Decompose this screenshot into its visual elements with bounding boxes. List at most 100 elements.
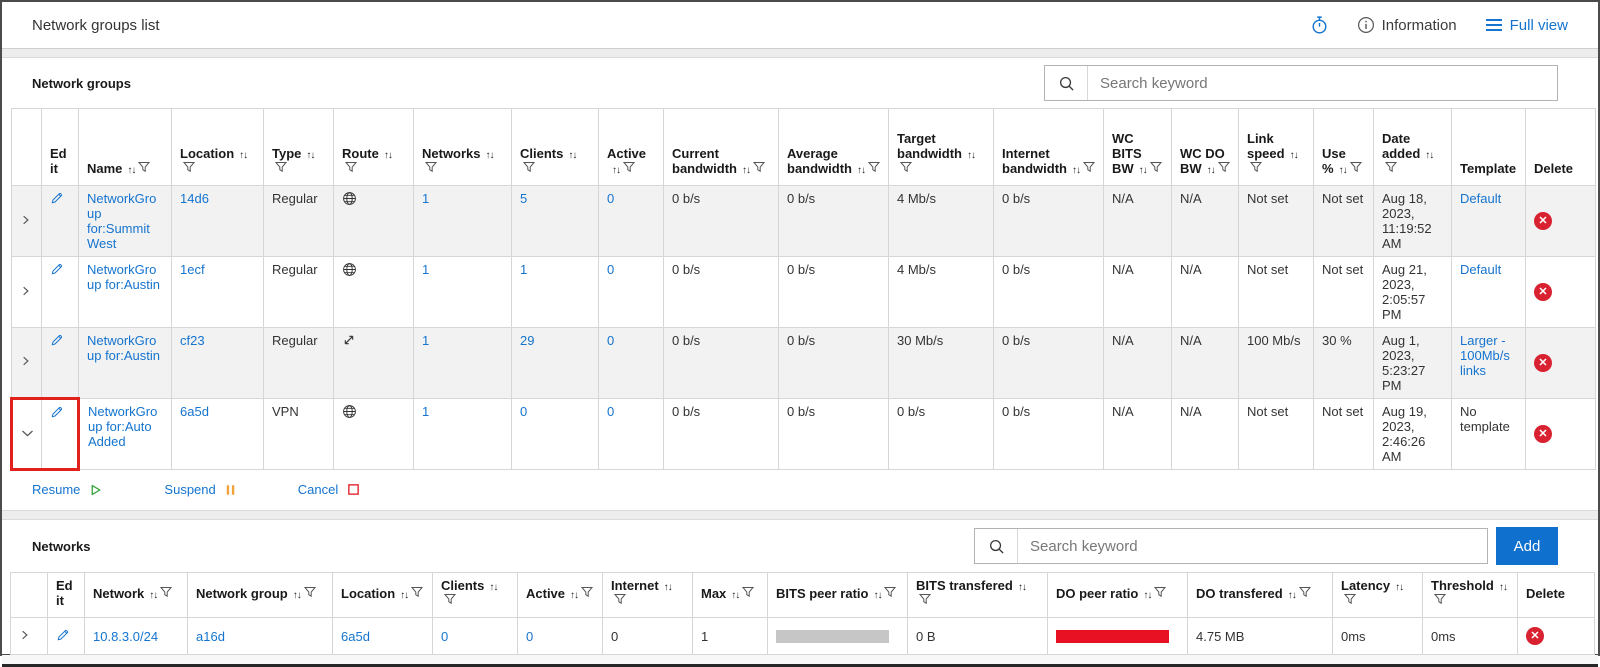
filter-icon[interactable] [1154,586,1167,601]
chevron-right-icon[interactable] [20,214,31,226]
cell-link[interactable]: 5 [520,191,528,206]
sort-icon[interactable]: ↑↓ [570,589,579,601]
filter-icon[interactable] [752,161,766,176]
cell-link[interactable]: 6a5d [180,404,209,419]
column-header-location[interactable]: Location ↑↓ [171,108,264,186]
column-header-active[interactable]: Active ↑↓ [517,572,603,618]
cell-link[interactable]: NetworkGroup for:Auto Added [88,404,158,449]
filter-icon[interactable] [411,586,424,601]
column-header-do-transfered[interactable]: DO transfered ↑↓ [1187,572,1333,618]
column-header-latency[interactable]: Latency ↑↓ [1332,572,1423,618]
edit-icon[interactable] [50,191,64,205]
column-header-do-peer-ratio[interactable]: DO peer ratio ↑↓ [1047,572,1188,618]
sort-icon[interactable]: ↑↓ [663,582,673,593]
column-header-max[interactable]: Max ↑↓ [692,572,768,618]
column-header-bits-peer-ratio[interactable]: BITS peer ratio ↑↓ [767,572,908,618]
sort-icon[interactable]: ↑↓ [1143,589,1152,601]
sort-icon[interactable]: ↑↓ [967,150,976,161]
column-header-internet-bandwidth[interactable]: Internet bandwidth ↑↓ [993,108,1104,186]
cell-link[interactable]: 1 [422,333,430,348]
chevron-right-icon[interactable] [19,629,30,641]
chevron-right-icon[interactable] [20,285,31,297]
sort-icon[interactable]: ↑↓ [239,150,248,161]
cell-link[interactable]: 1 [520,262,528,277]
column-header-bits-transfered[interactable]: BITS transfered ↑↓ [907,572,1048,618]
sort-icon[interactable]: ↑↓ [857,165,866,176]
edit-icon[interactable] [50,333,64,347]
filter-icon[interactable] [622,161,636,176]
sort-icon[interactable]: ↑↓ [383,150,393,161]
column-header-wc-do-bw[interactable]: WC DO BW ↑↓ [1171,108,1239,186]
filter-icon[interactable] [522,161,536,176]
column-header-internet[interactable]: Internet ↑↓ [602,572,693,618]
edit-icon[interactable] [56,628,70,642]
cell-link[interactable]: 1 [422,262,430,277]
delete-icon[interactable]: ✕ [1534,425,1552,443]
timer-icon[interactable] [1310,15,1329,35]
chevron-right-icon[interactable] [20,355,31,367]
delete-icon[interactable]: ✕ [1534,212,1552,230]
delete-icon[interactable]: ✕ [1534,354,1552,372]
filter-icon[interactable] [1384,161,1398,176]
column-header-type[interactable]: Type ↑↓ [263,108,334,186]
column-header-name[interactable]: Name ↑↓ [78,108,172,186]
column-header-route[interactable]: Route ↑↓ [333,108,414,186]
filter-icon[interactable] [1433,593,1447,608]
filter-icon[interactable] [443,593,457,608]
column-header-location[interactable]: Location ↑↓ [332,572,433,618]
cell-link[interactable]: Larger - 100Mb/s links [1460,333,1510,378]
filter-icon[interactable] [742,586,755,601]
cell-link[interactable]: Default [1460,262,1502,277]
filter-icon[interactable] [138,161,151,176]
edit-icon[interactable] [50,405,64,419]
sort-icon[interactable]: ↑↓ [1338,165,1348,176]
column-header-networks[interactable]: Networks ↑↓ [413,108,512,186]
sort-icon[interactable]: ↑↓ [127,165,136,176]
suspend-button[interactable]: Suspend [164,482,235,497]
cell-link[interactable]: NetworkGroup for:Summit West [87,191,157,251]
filter-icon[interactable] [1349,161,1362,176]
sort-icon[interactable]: ↑↓ [1206,165,1216,176]
cell-link[interactable]: 0 [607,333,615,348]
edit-icon[interactable] [50,262,64,276]
filter-icon[interactable] [918,593,932,608]
column-header-clients[interactable]: Clients ↑↓ [432,572,518,618]
filter-icon[interactable] [1343,593,1357,608]
delete-icon[interactable]: ✕ [1534,283,1552,301]
filter-icon[interactable] [274,161,288,176]
cell-link[interactable]: 0 [520,404,528,419]
networks-search-input[interactable] [1018,537,1487,555]
sort-icon[interactable]: ↑↓ [1287,589,1297,601]
sort-icon[interactable]: ↑↓ [1395,582,1404,593]
column-header-date-added[interactable]: Date added ↑↓ [1373,108,1452,186]
sort-icon[interactable]: ↑↓ [1425,150,1434,161]
sort-icon[interactable]: ↑↓ [489,582,498,593]
filter-icon[interactable] [867,161,881,176]
filter-icon[interactable] [1149,161,1162,176]
sort-icon[interactable]: ↑↓ [1498,582,1508,593]
cell-link[interactable]: 29 [520,333,535,348]
column-header-link-speed[interactable]: Link speed ↑↓ [1238,108,1314,186]
column-header-network-group[interactable]: Network group ↑↓ [187,572,333,618]
cell-link[interactable]: 14d6 [180,191,209,206]
chevron-down-icon[interactable] [21,428,34,439]
cell-link[interactable]: 1 [422,191,430,206]
filter-icon[interactable] [1082,161,1096,176]
network-groups-search-input[interactable] [1088,74,1557,92]
sort-icon[interactable]: ↑↓ [149,589,158,601]
column-header-use-percent[interactable]: Use % ↑↓ [1313,108,1374,186]
full-view-button[interactable]: Full view [1485,17,1568,34]
delete-icon[interactable]: ✕ [1526,627,1544,645]
column-header-clients[interactable]: Clients ↑↓ [511,108,599,186]
cancel-button[interactable]: Cancel [298,482,360,497]
information-button[interactable]: Information [1357,16,1457,34]
filter-icon[interactable] [303,586,316,601]
filter-icon[interactable] [1217,161,1230,176]
sort-icon[interactable]: ↑↓ [485,150,495,161]
sort-icon[interactable]: ↑↓ [873,589,882,601]
column-header-current-bandwidth[interactable]: Current bandwidth ↑↓ [663,108,779,186]
filter-icon[interactable] [344,161,358,176]
filter-icon[interactable] [160,586,173,601]
sort-icon[interactable]: ↑↓ [1138,165,1148,176]
sort-icon[interactable]: ↑↓ [612,165,621,176]
